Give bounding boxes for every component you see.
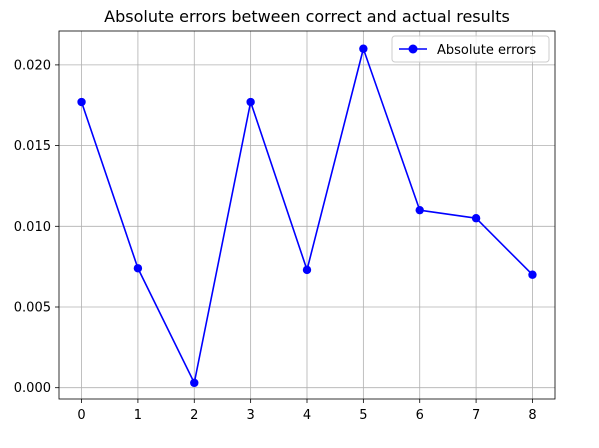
chart-title: Absolute errors between correct and actu… bbox=[104, 7, 510, 26]
legend: Absolute errors bbox=[391, 35, 550, 63]
x-tick-label: 5 bbox=[359, 408, 367, 423]
series-layer bbox=[77, 44, 537, 388]
data-point-marker bbox=[528, 270, 537, 279]
legend-box bbox=[391, 35, 550, 63]
x-tick-label: 1 bbox=[134, 408, 142, 423]
y-tick-label: 0.015 bbox=[14, 139, 51, 154]
x-tick-label: 2 bbox=[190, 408, 198, 423]
data-point-marker bbox=[133, 264, 143, 273]
y-tick-label: 0.005 bbox=[14, 301, 51, 316]
y-tick-label: 0.020 bbox=[14, 58, 51, 73]
legend-label: Absolute errors bbox=[437, 43, 536, 58]
data-point-marker bbox=[302, 265, 312, 275]
x-tick-label: 7 bbox=[472, 408, 480, 423]
y-tick-label: 0.010 bbox=[14, 220, 51, 235]
x-tick-label: 3 bbox=[246, 408, 254, 423]
y-tick-label: 0.000 bbox=[14, 381, 51, 396]
data-point-marker bbox=[415, 205, 424, 215]
data-point-marker bbox=[471, 214, 481, 223]
x-tick-label: 4 bbox=[303, 408, 311, 423]
x-tick-label: 0 bbox=[77, 408, 85, 423]
data-point-marker bbox=[190, 378, 199, 388]
data-point-marker bbox=[359, 44, 368, 53]
axes-layer: 0 1 2 3 4 5 6 7 8 0.000 0.005 0.010 0.015 0.020 bbox=[14, 30, 556, 423]
legend-marker-swatch bbox=[408, 44, 418, 54]
grid-layer bbox=[59, 31, 555, 399]
x-tick-label: 8 bbox=[528, 408, 536, 423]
data-point-marker bbox=[77, 97, 86, 107]
data-point-marker bbox=[246, 97, 255, 107]
x-tick-label: 6 bbox=[416, 408, 424, 423]
